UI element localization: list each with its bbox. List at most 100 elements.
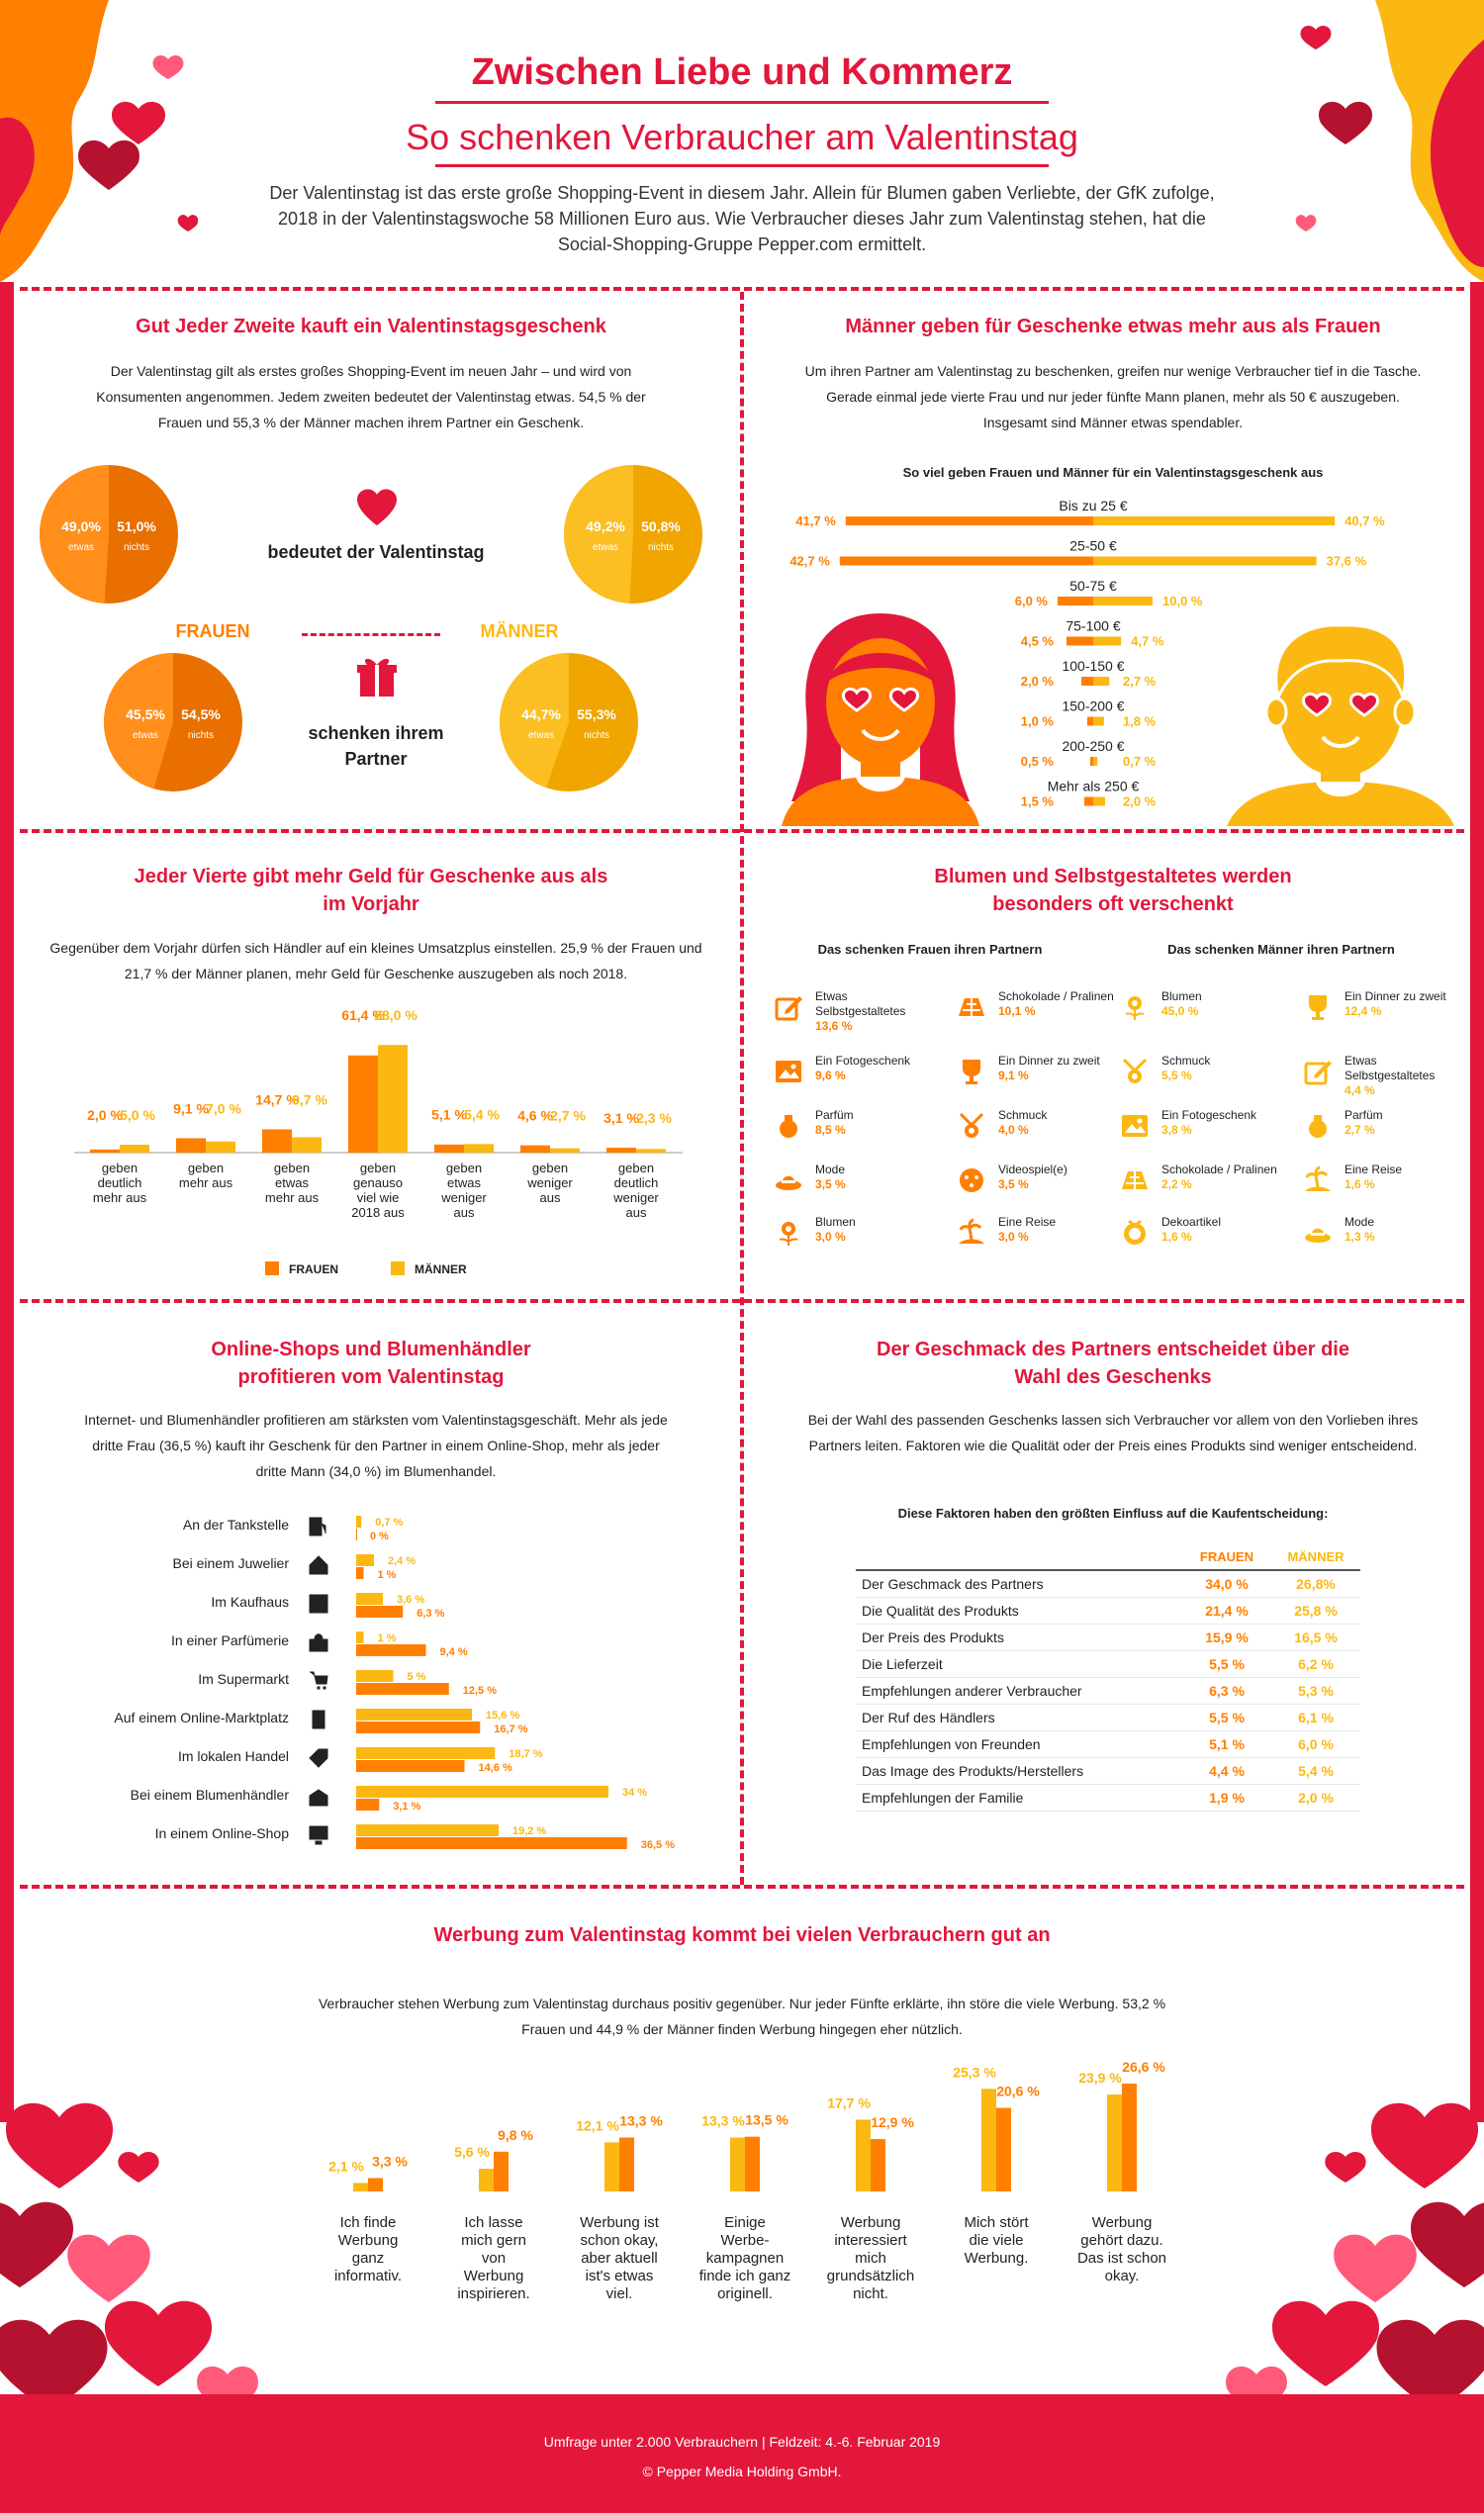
adv-bar-maenner <box>1107 2094 1122 2191</box>
shop-label: Bei einem Blumenhändler <box>131 1787 290 1803</box>
adv-bar-frauen <box>368 2178 383 2191</box>
adv-category-line: okay. <box>1105 2268 1140 2284</box>
adv-category-line: ganz <box>352 2250 385 2267</box>
more-bar-frauen <box>520 1145 550 1153</box>
divider-row3 <box>20 1885 1464 1889</box>
gift-list-item: Ein Fotogeschenk 9,6 % <box>815 1054 934 1083</box>
gift-list-item: Ein Fotogeschenk 3,8 % <box>1161 1108 1280 1138</box>
table-row: Empfehlungen von Freunden 5,1 % 6,0 % <box>856 1730 1360 1758</box>
gift-list-item: Parfüm 2,7 % <box>1345 1108 1463 1138</box>
gift-pct: 12,4 % <box>1345 1004 1382 1018</box>
pie-slice-etwas <box>500 653 569 789</box>
chocolate-icon <box>957 992 986 1022</box>
adv-bar-maenner <box>856 2119 871 2191</box>
label-maenner: MÄNNER <box>480 621 559 641</box>
more-category-label: aus <box>454 1205 475 1220</box>
legend-swatch-frauen <box>265 1261 279 1275</box>
spend-value-frauen: 41,7 % <box>795 513 836 528</box>
house-icon <box>309 1555 328 1575</box>
shop-value-frauen: 3,1 % <box>393 1801 420 1813</box>
more-category-label: aus <box>540 1190 561 1205</box>
gift-label: Eine Reise <box>998 1215 1057 1229</box>
more-value-maenner: 2,3 % <box>636 1110 672 1126</box>
adv-category-line: viel. <box>606 2285 633 2302</box>
shop-bar-maenner <box>356 1747 496 1759</box>
intro-text: Der Valentinstag ist das erste große Sho… <box>269 183 1215 254</box>
gift-list-item: Blumen 45,0 % <box>1161 989 1280 1019</box>
spend-value-maenner: 2,0 % <box>1123 794 1157 809</box>
gift-list-item: Schmuck 5,5 % <box>1161 1054 1280 1083</box>
section6-title: Der Geschmack des Partners entscheidet ü… <box>877 1339 1349 1388</box>
spend-bar-maenner <box>1093 716 1104 726</box>
flower-icon <box>774 1218 803 1248</box>
shop-bar-frauen <box>356 1567 364 1579</box>
more-bar-maenner <box>636 1149 666 1153</box>
cart-icon-shape <box>310 1671 328 1690</box>
col-frauen: FRAUEN <box>1182 1543 1271 1571</box>
factor-maenner: 6,1 % <box>1271 1704 1360 1731</box>
more-category-label: mehr aus <box>93 1190 147 1205</box>
gift-pct: 45,0 % <box>1161 1004 1199 1018</box>
shop-bar-maenner <box>356 1824 499 1836</box>
gift-pct: 8,5 % <box>815 1123 846 1137</box>
gift-list-item: Videospiel(e) 3,5 % <box>998 1163 1117 1192</box>
pie-label-nichts: nichts <box>124 542 149 553</box>
gift-label: Parfüm <box>815 1108 854 1122</box>
more-category-label: deutlich <box>98 1175 142 1190</box>
shop-label: Im Kaufhaus <box>211 1594 289 1610</box>
hat-icon <box>774 1165 803 1195</box>
adv-category-line: inspirieren. <box>457 2285 529 2302</box>
flower-icon <box>1120 992 1150 1022</box>
factor-frauen: 21,4 % <box>1182 1597 1271 1625</box>
advertising-chart: 2,1 % 3,3 %Ich finde Werbung ganz informativ… <box>328 2059 1166 2302</box>
pie-label-etwas: etwas <box>68 542 94 553</box>
more-value-frauen: 2,0 % <box>87 1107 123 1123</box>
more-value-frauen: 3,1 % <box>603 1110 639 1126</box>
spend-bar-maenner <box>1093 516 1336 525</box>
more-category-label: etwas <box>447 1175 481 1190</box>
gift-label: Schmuck <box>1161 1054 1211 1068</box>
more-category-label: geben <box>102 1161 138 1175</box>
shop-bar-maenner <box>356 1516 362 1528</box>
col-maenner: MÄNNER <box>1271 1543 1360 1571</box>
shop-bar-maenner <box>356 1554 374 1566</box>
gift-pct: 5,5 % <box>1161 1069 1192 1082</box>
adv-category-line: Werbung <box>1092 2214 1153 2231</box>
more-category-label: geben <box>360 1161 396 1175</box>
factor-frauen: 5,5 % <box>1182 1704 1271 1731</box>
gift-list-item: Eine Reise 3,0 % <box>998 1215 1117 1245</box>
gift-label: Videospiel(e) <box>998 1163 1067 1176</box>
shop-bar-frauen <box>356 1760 465 1772</box>
factor-frauen: 5,5 % <box>1182 1650 1271 1678</box>
table-row: Empfehlungen der Familie 1,9 % 2,0 % <box>856 1784 1360 1812</box>
more-bar-maenner <box>120 1145 149 1153</box>
adv-value-frauen: 26,6 % <box>1122 2059 1165 2075</box>
pie-label-etwas: etwas <box>133 730 158 741</box>
section5-title: Online-Shops und Blumenhändler profitier… <box>211 1339 531 1388</box>
gift-pct: 1,3 % <box>1345 1230 1375 1244</box>
spend-value-maenner: 2,7 % <box>1123 674 1157 689</box>
spend-value-maenner: 1,8 % <box>1123 714 1157 729</box>
gift-pct: 1,6 % <box>1161 1230 1192 1244</box>
deco-icon <box>1120 1218 1150 1248</box>
adv-bar-frauen <box>871 2139 885 2191</box>
adv-bar-frauen <box>1122 2083 1137 2191</box>
label-bedeutet: bedeutet der Valentinstag <box>267 542 485 562</box>
pie-value-etwas: 49,0% <box>61 518 101 534</box>
more-category-label: 2018 aus <box>351 1205 405 1220</box>
gift-pct: 10,1 % <box>998 1004 1036 1018</box>
adv-category-line: schon okay, <box>581 2232 659 2249</box>
monitor-icon <box>309 1825 328 1845</box>
factor-label: Der Ruf des Händlers <box>856 1704 1182 1731</box>
hat-icon <box>1303 1218 1333 1248</box>
gift-list-item: Etwas Selbstgestaltetes 13,6 % <box>815 989 934 1034</box>
spend-bar-frauen <box>845 516 1093 525</box>
pie-value-etwas: 45,5% <box>126 706 165 722</box>
more-bar-maenner <box>378 1045 408 1153</box>
adv-category-label: Mich stört die viele Werbung. <box>964 2214 1029 2267</box>
adv-value-maenner: 13,3 % <box>701 2112 745 2128</box>
table-row: Das Image des Produkts/Herstellers 4,4 % 5… <box>856 1757 1360 1785</box>
adv-category-line: Das ist schon <box>1077 2250 1166 2267</box>
shop-value-frauen: 36,5 % <box>641 1839 675 1850</box>
shop-value-frauen: 9,4 % <box>440 1646 468 1658</box>
